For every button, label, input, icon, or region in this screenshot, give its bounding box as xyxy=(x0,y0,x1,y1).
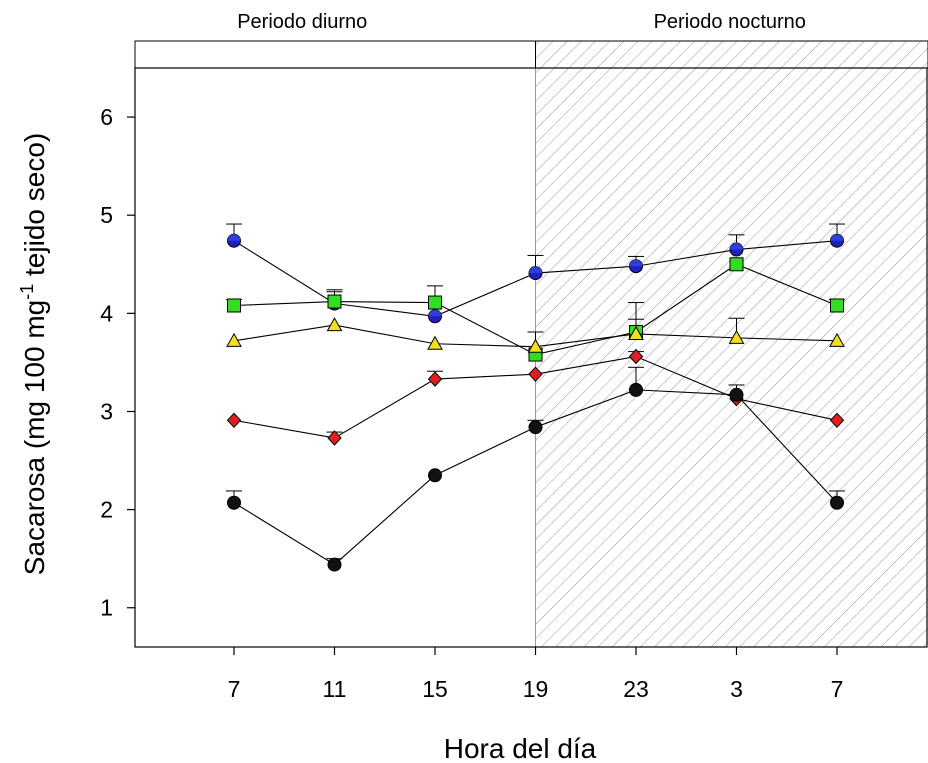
point-circle-4 xyxy=(629,382,643,397)
y-tick-label-6: 6 xyxy=(100,104,113,130)
point-triangle-3 xyxy=(527,338,544,353)
point-circle-3 xyxy=(528,420,543,435)
series-circle xyxy=(226,366,845,572)
point-circle-half-2 xyxy=(428,309,442,324)
x-tick-label-1: 11 xyxy=(323,676,347,702)
x-tick-label-4: 23 xyxy=(623,676,649,702)
point-circle-half-0-shine xyxy=(227,234,241,241)
point-circle-0 xyxy=(227,495,241,510)
point-circle-2 xyxy=(428,468,442,483)
y-tick-label-2: 2 xyxy=(100,497,113,523)
point-diamond-3 xyxy=(528,366,543,382)
point-diamond-6 xyxy=(829,412,845,429)
point-triangle-5 xyxy=(728,329,745,344)
period-label-day: Periodo diurno xyxy=(237,11,367,33)
series-square xyxy=(226,257,845,362)
x-tick-label-6: 7 xyxy=(831,676,844,702)
y-tick-label-3: 3 xyxy=(100,398,113,424)
x-tick-label-0: 7 xyxy=(228,676,241,702)
x-axis-title: Hora del día xyxy=(444,733,597,763)
y-axis-title-main: Sacarosa (mg 100 mg xyxy=(19,300,50,575)
point-circle-half-0 xyxy=(227,233,241,248)
series-layer xyxy=(226,223,845,572)
point-circle-half-3-shine xyxy=(529,266,542,274)
period-label-night: Periodo nocturno xyxy=(654,11,806,33)
y-tick-label-1: 1 xyxy=(100,595,113,621)
period-header: Periodo diurno Periodo nocturno xyxy=(134,11,928,69)
point-circle-half-5 xyxy=(729,242,744,257)
plot-frame xyxy=(134,67,928,648)
point-diamond-4 xyxy=(628,348,644,365)
point-square-5 xyxy=(729,257,744,272)
period-band-night xyxy=(535,40,928,69)
point-circle-half-3 xyxy=(528,266,543,281)
x-tick-label-5: 3 xyxy=(730,676,743,702)
y-tick-label-4: 4 xyxy=(100,300,113,326)
point-diamond-2 xyxy=(427,371,443,387)
point-triangle-2 xyxy=(427,335,443,350)
x-axis: 7 11 15 19 23 3 7 xyxy=(228,647,844,702)
point-triangle-6 xyxy=(829,332,845,347)
point-circle-5 xyxy=(729,387,744,402)
point-circle-6 xyxy=(830,495,844,510)
point-square-2 xyxy=(428,295,442,310)
point-square-6 xyxy=(830,298,844,313)
point-circle-half-4-shine xyxy=(629,259,643,267)
point-diamond-1 xyxy=(327,430,342,446)
point-square-1 xyxy=(327,294,342,309)
y-axis-title-tail: tejido seco) xyxy=(19,133,50,284)
plot-area xyxy=(134,67,928,648)
point-circle-half-4 xyxy=(629,259,643,274)
point-circle-1 xyxy=(327,557,342,572)
point-triangle-4 xyxy=(628,325,644,340)
point-square-0 xyxy=(227,298,241,313)
point-triangle-1 xyxy=(326,317,343,332)
point-triangle-0 xyxy=(226,332,242,347)
y-axis-title: Sacarosa (mg 100 mg-1 tejido seco) xyxy=(17,133,50,575)
x-tick-label-2: 15 xyxy=(422,676,448,702)
y-tick-label-5: 5 xyxy=(100,202,113,228)
night-shading xyxy=(535,68,928,647)
point-circle-half-6-shine xyxy=(830,234,844,241)
y-axis: 1 2 3 4 5 6 xyxy=(100,104,135,621)
series-triangle xyxy=(226,317,845,353)
point-circle-half-5-shine xyxy=(730,243,743,250)
point-circle-half-6 xyxy=(830,233,844,248)
x-tick-label-3: 19 xyxy=(523,676,549,702)
period-band-day xyxy=(134,40,536,69)
point-diamond-0 xyxy=(226,412,242,429)
y-axis-title-superscript: -1 xyxy=(17,284,37,300)
point-circle-half-2-shine xyxy=(428,309,442,317)
